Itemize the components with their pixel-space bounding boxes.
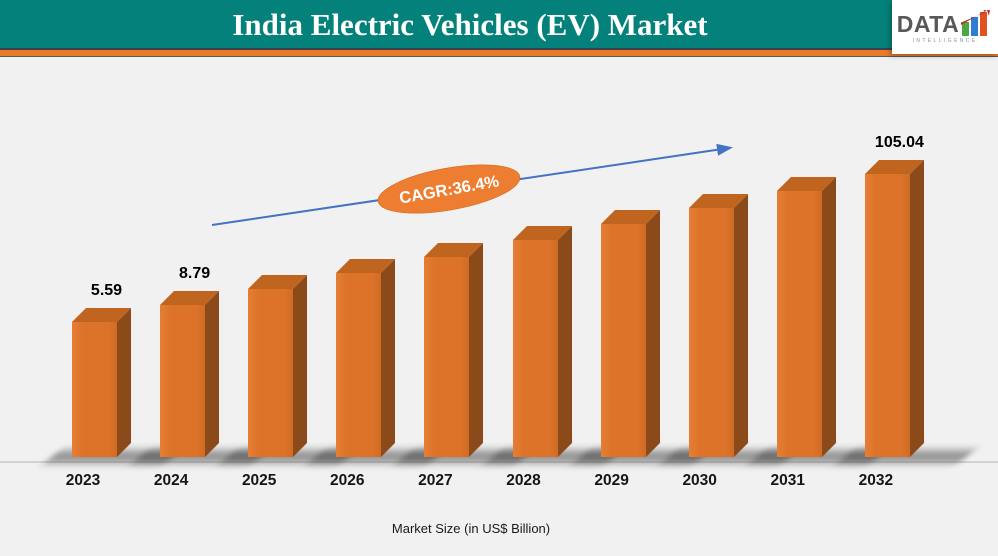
header-band: India Electric Vehicles (EV) Market <box>0 0 998 48</box>
header-stripe <box>0 48 998 57</box>
year-label-2029: 2029 <box>594 472 629 489</box>
bar-side-face <box>381 259 396 457</box>
bar-side-face <box>821 177 836 457</box>
year-label-2028: 2028 <box>506 472 541 489</box>
bar-side-face <box>469 243 484 457</box>
bar-front-face <box>600 224 646 457</box>
bar-front-face <box>688 208 734 457</box>
logo-brand-text: DATA <box>896 11 960 37</box>
year-label-2026: 2026 <box>330 472 365 489</box>
year-label-2030: 2030 <box>682 472 717 489</box>
bar-2026 <box>336 259 396 457</box>
page-title: India Electric Vehicles (EV) Market <box>232 7 708 42</box>
logo: DATA INTELLIGENCE <box>892 0 998 54</box>
bar-2024 <box>160 291 220 457</box>
bar-2023 <box>72 308 131 457</box>
bar-2032 <box>864 160 924 457</box>
bar-chart-icon <box>961 10 991 36</box>
year-label-2027: 2027 <box>418 472 453 489</box>
bar-2031 <box>776 177 836 457</box>
bar-front-face <box>336 273 382 457</box>
bar-front-face <box>776 191 822 457</box>
value-label-2032: 105.04 <box>874 134 924 151</box>
bar-2028 <box>512 226 572 457</box>
bar-front-face <box>248 289 294 457</box>
cagr-label: CAGR:36.4% <box>398 172 501 207</box>
bar-side-face <box>733 194 748 457</box>
axis-caption: Market Size (in US$ Billion) <box>391 521 551 536</box>
bar-2029 <box>600 210 660 457</box>
bar-side-face <box>557 226 572 457</box>
bar-2030 <box>688 194 748 457</box>
bar-front-face <box>424 257 470 457</box>
bar-side-face <box>117 308 131 457</box>
year-label-2031: 2031 <box>770 472 806 489</box>
bar-front-face <box>160 305 206 457</box>
value-label-2023: 5.59 <box>90 282 123 299</box>
bar-front-face <box>72 322 117 457</box>
bar-2025 <box>248 275 308 457</box>
year-label-2025: 2025 <box>241 472 277 489</box>
year-label-2024: 2024 <box>153 472 189 489</box>
bar-front-face <box>864 174 910 457</box>
value-label-2024: 8.79 <box>179 265 211 282</box>
logo-row: DATA <box>897 10 993 36</box>
bar-side-face <box>293 275 308 457</box>
bar-side-face <box>205 291 220 457</box>
logo-subtitle: INTELLIGENCE <box>912 38 978 44</box>
bar-front-face <box>512 240 558 457</box>
cagr-ellipse <box>377 164 521 214</box>
year-label-2032: 2032 <box>858 472 894 489</box>
bar-side-face <box>909 160 924 457</box>
bar-side-face <box>645 210 660 457</box>
year-label-2023: 2023 <box>65 472 101 489</box>
bar-2027 <box>424 243 484 457</box>
